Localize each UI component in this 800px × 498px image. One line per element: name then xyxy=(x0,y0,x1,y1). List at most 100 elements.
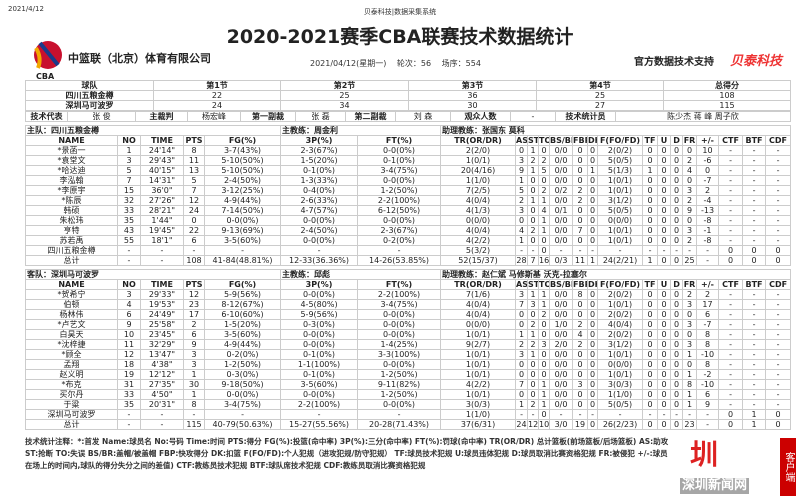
stat-cell: 0-0(0%) xyxy=(280,389,359,400)
stat-cell: 0 xyxy=(642,215,659,226)
score-header: 第2节 xyxy=(280,80,409,91)
stat-cell: 0 xyxy=(657,329,672,340)
stat-cell: 5-10(50%) xyxy=(203,165,282,176)
stat-cell: 0 xyxy=(718,409,744,420)
stat-cell: 0 xyxy=(742,245,767,256)
total-row: 总计 - -108 41-84(48.81%) 12-33(36.36%) 14-26(5… xyxy=(25,255,792,266)
player-row: 亨特 43 19'45" 22 9-13(69%) 2-4(50%) 2-3(67%) 4(0… xyxy=(25,225,792,236)
stat-cell: 17 xyxy=(696,299,720,310)
quarter-score: 115 xyxy=(663,100,791,111)
stat-cell: 0 xyxy=(587,175,599,186)
stat-cell: 0 xyxy=(670,155,684,166)
column-header: PTS xyxy=(183,279,205,290)
stat-cell: - xyxy=(765,389,792,400)
stat-cell: 1 xyxy=(538,195,551,206)
stat-cell: 0 xyxy=(642,339,659,350)
stat-cell: 8 xyxy=(696,359,720,370)
player-row: 朱松玮 35 1'44" 0 0-0(0%) 0-0(0%) 0-0(0%) 0(0/0) 0 0… xyxy=(25,215,792,226)
stat-cell: 0 xyxy=(587,215,599,226)
stat-cell: 1-2(50%) xyxy=(203,359,282,370)
stat-cell: 0-0(0%) xyxy=(203,389,282,400)
stat-cell: 0 xyxy=(657,419,672,430)
stat-cell: - xyxy=(718,339,744,350)
stat-cell: 1 xyxy=(538,289,551,300)
stat-cell: 1 xyxy=(538,379,551,390)
stat-cell: 1 xyxy=(642,255,659,266)
stat-cell: 0 xyxy=(527,175,540,186)
column-header: BTF xyxy=(742,135,767,146)
column-header: CDF xyxy=(765,135,792,146)
stat-cell: 7 xyxy=(117,175,141,186)
stat-cell: - xyxy=(742,235,767,246)
score-header: 球队 xyxy=(25,80,154,91)
stat-cell: 0 xyxy=(657,155,672,166)
player-name: *景菡一 xyxy=(25,145,118,156)
column-header: D xyxy=(670,279,684,290)
official-value: 张 磊 xyxy=(295,111,346,122)
stat-cell: 0 xyxy=(765,419,792,430)
stat-cell: 14'31" xyxy=(140,175,184,186)
stat-cell: 0 xyxy=(538,145,551,156)
stat-cell: 0 xyxy=(657,319,672,330)
quarter-score: 25 xyxy=(536,90,664,101)
team-info-row: 主队：四川五粮金樽 主教练：周金利 助理教练：张国东 莫科 xyxy=(24,125,792,136)
stat-cell: - xyxy=(597,245,644,256)
stat-cell: 5 xyxy=(183,175,205,186)
player-name: *李原宇 xyxy=(25,185,118,196)
stat-cell: 24'14" xyxy=(140,145,184,156)
stat-cell: 1(0/1) xyxy=(597,225,644,236)
stat-cell: 3 xyxy=(515,289,529,300)
stat-cell: - xyxy=(117,419,141,430)
stat-cell: 0 xyxy=(572,349,589,360)
stat-cell: 0 xyxy=(657,359,672,370)
column-header: NAME xyxy=(25,135,118,146)
stat-cell: 28 xyxy=(515,255,529,266)
stat-cell: - xyxy=(696,419,720,430)
stat-cell: 0 xyxy=(183,215,205,226)
stat-cell: 0 xyxy=(670,309,684,320)
stat-cell: 4(0/4) xyxy=(440,195,517,206)
official-label: 主裁判 xyxy=(135,111,188,122)
player-row: 孟翔 18 4'38" 3 1-2(50%) 1-1(100%) 0-0(0%) 1(0/1)… xyxy=(25,359,792,370)
stat-cell: 0 xyxy=(538,359,551,370)
official-value: 张 俊 xyxy=(67,111,136,122)
stat-cell: - xyxy=(140,419,184,430)
team-name: 深圳马可波罗 xyxy=(25,100,154,111)
stat-cell: 3 xyxy=(527,299,540,310)
stat-cell: 0/0 xyxy=(549,349,574,360)
stat-cell: 0 xyxy=(670,299,684,310)
stat-cell: 0-0(0%) xyxy=(280,339,359,350)
stat-cell: 0-1(0%) xyxy=(280,349,359,360)
stat-cell: 4'38" xyxy=(140,359,184,370)
match-no: 场序：554 xyxy=(441,59,481,68)
stat-cell: - xyxy=(742,195,767,206)
stat-cell: 0 xyxy=(538,369,551,380)
stat-cell: 4 xyxy=(515,225,529,236)
stat-cell: 0/0 xyxy=(549,309,574,320)
stat-cell: 55 xyxy=(117,235,141,246)
stat-cell: 0-2(0%) xyxy=(203,349,282,360)
stat-cell: 0 xyxy=(527,359,540,370)
stat-cell: 3 xyxy=(183,349,205,360)
player-row: 伯顿 4 19'53" 23 8-12(67%) 4-5(80%) 3-4(75%) 4(0/… xyxy=(25,299,792,310)
stat-cell: 9 xyxy=(117,319,141,330)
stat-cell: 0 xyxy=(657,399,672,410)
column-header: FT(%) xyxy=(357,135,442,146)
stat-cell: - xyxy=(597,409,644,420)
stat-cell: 0 xyxy=(657,369,672,380)
stat-cell: 0 xyxy=(587,225,599,236)
stat-cell: 7(2/5) xyxy=(440,185,517,196)
column-header: AS xyxy=(515,279,529,290)
column-header: TIME xyxy=(140,279,184,290)
stat-cell: 32'29" xyxy=(140,339,184,350)
stat-cell: - xyxy=(670,409,684,420)
stat-cell: 1 xyxy=(587,165,599,176)
stat-cell: 1-2(50%) xyxy=(357,369,442,380)
stat-cell: 1 xyxy=(682,389,698,400)
column-header: FR xyxy=(682,279,698,290)
stat-cell: - xyxy=(718,329,744,340)
stat-cell: 6 xyxy=(696,309,720,320)
stat-cell: 1(0/1) xyxy=(440,369,517,380)
quarter-score: 24 xyxy=(153,100,281,111)
cba-logo: CBA xyxy=(28,38,68,81)
